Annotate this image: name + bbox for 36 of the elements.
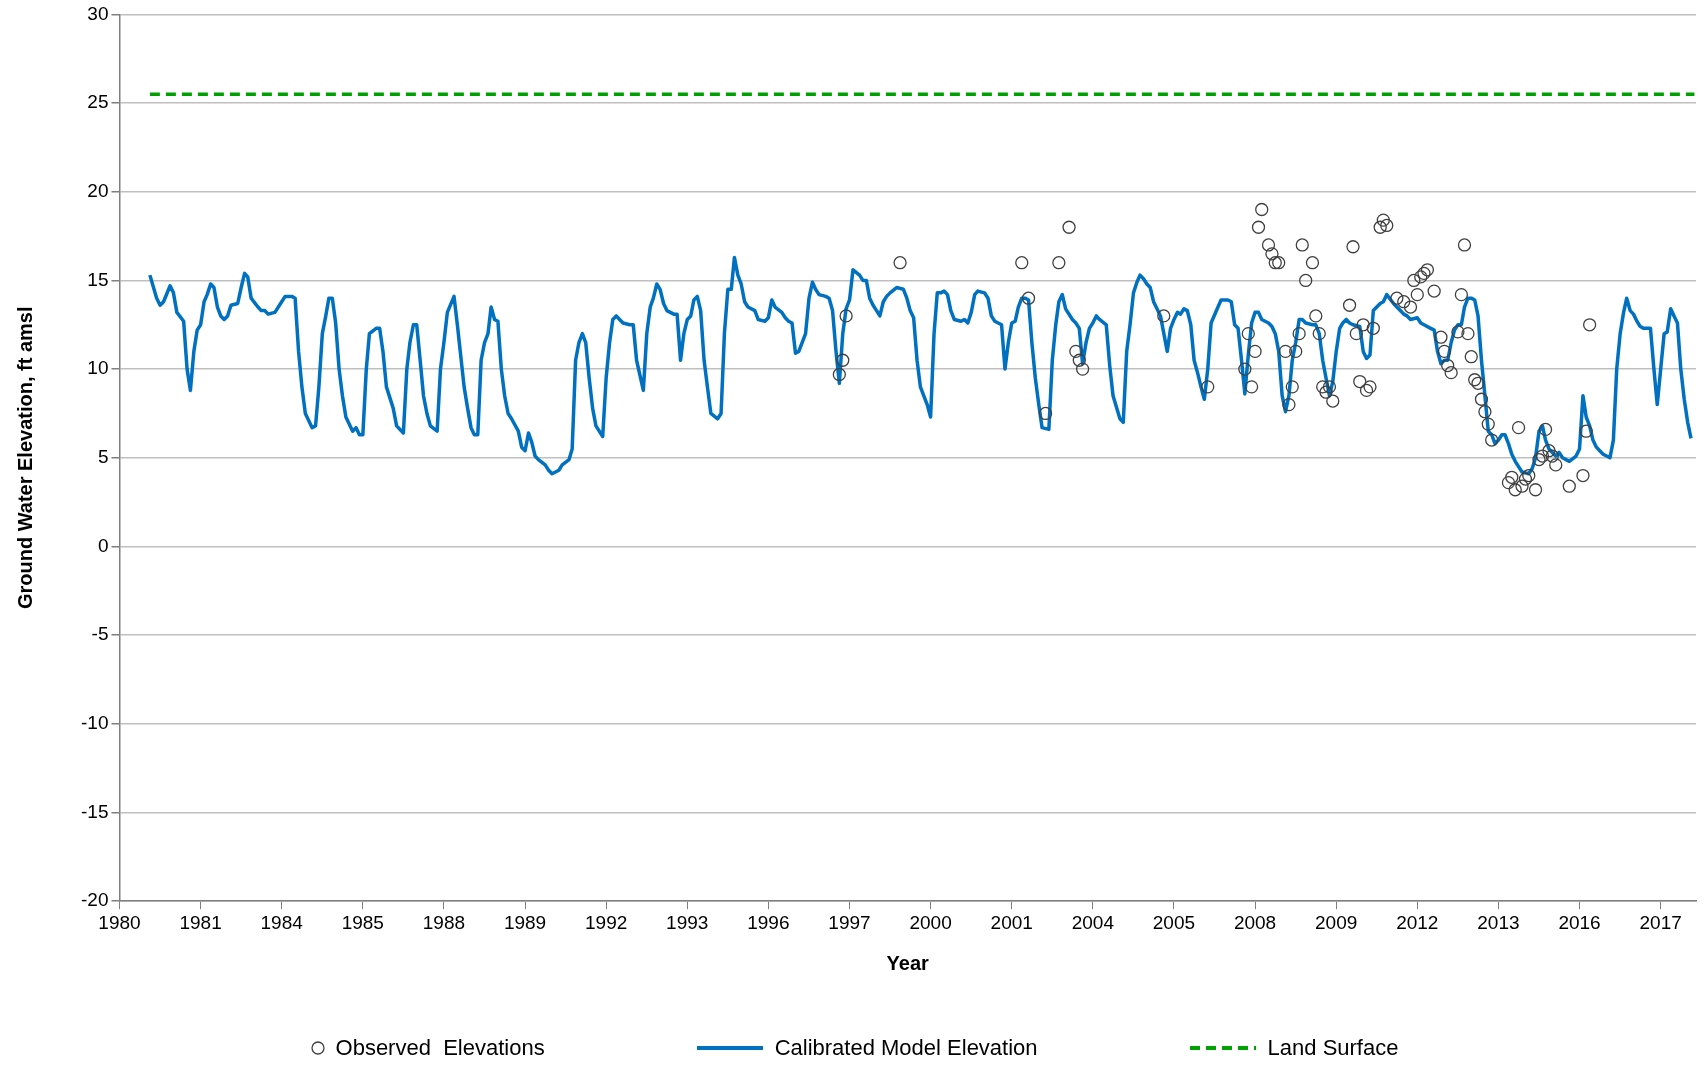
x-tick-label: 2000 [909,911,952,933]
x-tick-label: 2013 [1477,911,1520,933]
x-tick-label: 2005 [1152,911,1196,933]
x-tick-label: 1988 [422,911,466,933]
x-tick-label: 1985 [341,911,384,933]
x-axis-title: Year [886,951,930,974]
x-tick-label: 1996 [747,911,790,933]
y-tick-label: -5 [91,623,109,645]
y-tick-label: 30 [87,2,109,24]
x-tick-label: 1997 [828,911,871,933]
x-tick-label: 1980 [98,911,141,933]
x-tick-label: 1981 [179,911,222,933]
x-tick-label: 1984 [260,911,304,933]
x-tick-label: 2012 [1396,911,1439,933]
x-tick-label: 2017 [1639,911,1682,933]
x-tick-label: 2009 [1315,911,1358,933]
y-tick-label: 0 [97,534,109,556]
y-tick-label: 15 [87,268,109,290]
x-tick-label: 2008 [1233,911,1277,933]
legend-label: Calibrated Model Elevation [774,1035,1038,1061]
x-tick-label: 2016 [1558,911,1601,933]
y-tick-label: 5 [97,446,109,468]
y-axis-title: Ground Water Elevation, ft amsl [13,306,36,610]
legend-label: Land Surface [1267,1035,1399,1061]
y-tick-label: -20 [80,889,109,911]
x-tick-label: 2001 [990,911,1033,933]
legend-label: Observed Elevations [335,1035,545,1061]
y-tick-label: 20 [87,179,109,201]
y-tick-label: 10 [87,357,109,379]
x-tick-label: 1992 [585,911,628,933]
y-tick-label: -15 [80,800,109,822]
x-tick-label: 2004 [1071,911,1115,933]
y-tick-label: 25 [87,91,109,113]
y-tick-label: -10 [80,712,109,734]
x-tick-label: 1989 [503,911,547,933]
x-tick-label: 1993 [666,911,709,933]
